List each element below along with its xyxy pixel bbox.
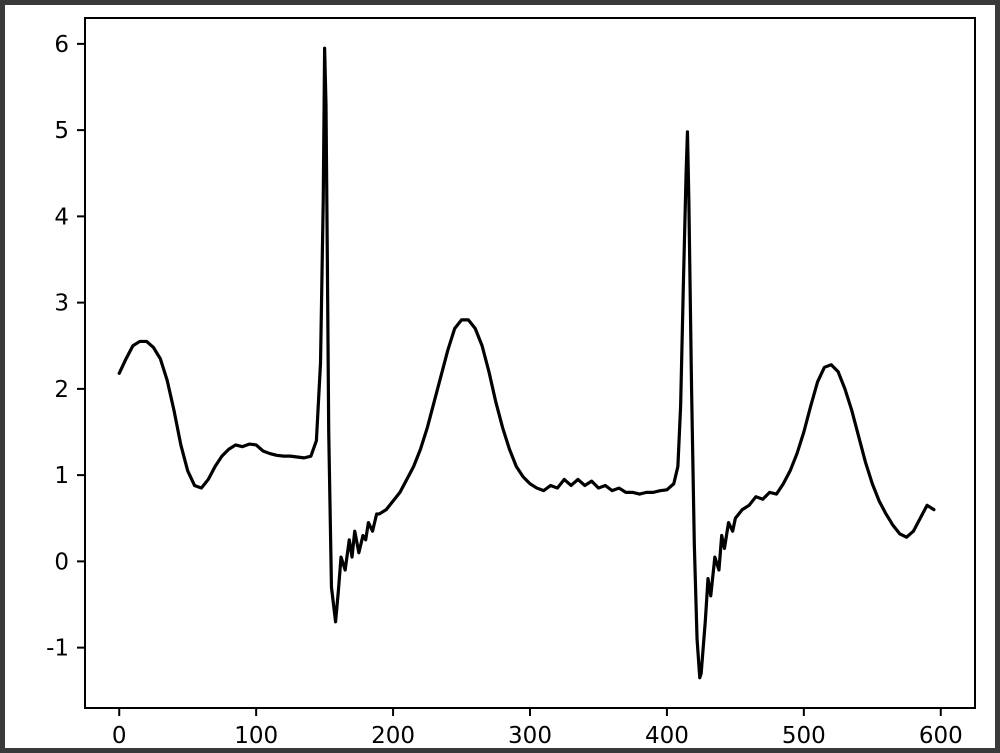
x-tick-label: 0 xyxy=(112,723,127,749)
x-tick-label: 600 xyxy=(919,723,963,749)
y-tick-label: 0 xyxy=(54,549,69,575)
y-tick-label: 1 xyxy=(54,463,69,489)
line-chart: 0 100 200 300 400 500 600 -1 0 1 2 3 4 5 6 xyxy=(0,0,1000,753)
y-tick-label: 6 xyxy=(54,32,69,58)
x-tick-label: 300 xyxy=(508,723,552,749)
x-tick-label: 500 xyxy=(782,723,826,749)
y-tick-label: 3 xyxy=(54,291,69,317)
y-tick-label: 5 xyxy=(54,118,69,144)
x-tick-label: 200 xyxy=(371,723,415,749)
x-tick-label: 100 xyxy=(234,723,278,749)
y-tick-label: 4 xyxy=(54,204,69,230)
y-tick-label: 2 xyxy=(54,377,69,403)
chart-canvas: 0 100 200 300 400 500 600 -1 0 1 2 3 4 5 6 xyxy=(0,0,1000,753)
x-tick-label: 400 xyxy=(645,723,689,749)
y-tick-label: -1 xyxy=(46,636,69,662)
